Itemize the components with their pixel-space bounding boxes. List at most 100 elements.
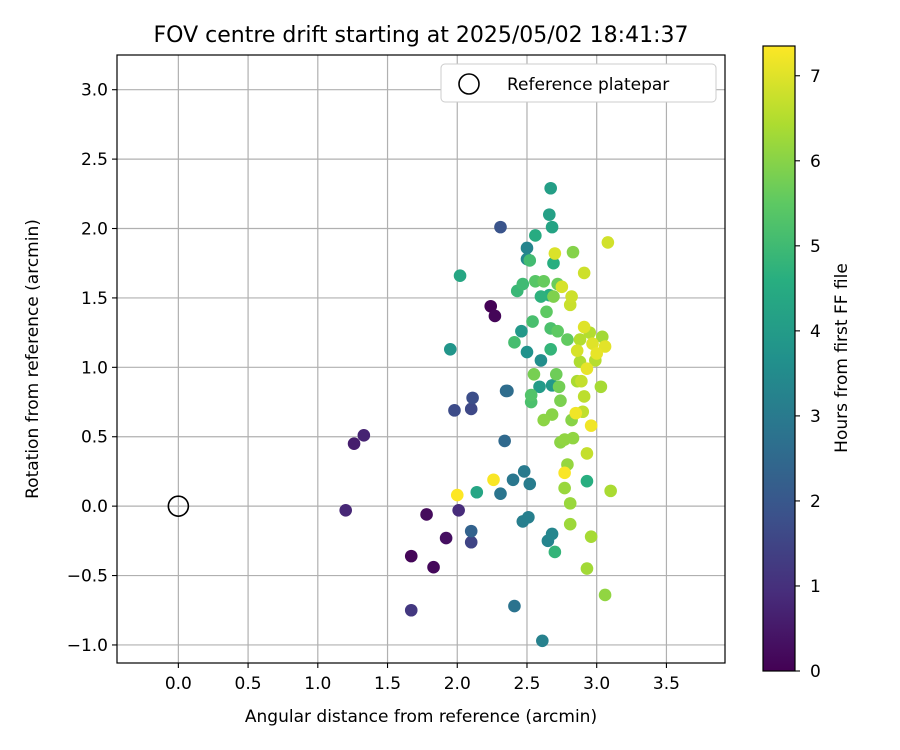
data-point [515,324,528,338]
y-tick-label: 0.0 [81,497,108,517]
colorbar-tick-label: 7 [810,67,821,87]
x-tick-label: 0.5 [235,674,262,694]
data-point [443,342,457,356]
data-point [563,497,577,510]
colorbar-tick-label: 5 [810,237,821,257]
data-point [584,419,598,432]
data-point [527,367,541,381]
y-axis-ticks: −1.0 −0.5 0.0 0.5 1.0 1.5 2.0 2.5 3.0 [67,81,117,656]
y-tick-label: −1.0 [67,636,108,656]
y-tick-label: 1.0 [81,358,108,378]
y-tick-label: −0.5 [67,567,108,587]
data-point [554,394,567,407]
data-point [542,208,556,221]
chart-title: FOV centre drift starting at 2025/05/02 … [154,23,689,48]
x-gridlines [177,55,668,663]
data-point [540,305,553,319]
data-point [450,488,464,502]
data-point [520,345,534,359]
data-point [594,380,608,394]
data-point [580,474,594,488]
data-point [464,535,478,549]
data-point [537,274,551,288]
data-point [604,484,617,498]
y-tick-label: 0.5 [81,428,108,448]
reference-point-marker [167,495,190,517]
data-point [534,354,548,367]
data-point [501,384,514,398]
data-point [508,336,521,349]
data-point [566,431,580,445]
data-point [555,280,569,294]
data-point [347,437,361,450]
data-point [551,324,564,338]
colorbar-label: Hours from first FF file [832,263,852,453]
x-tick-label: 3.5 [653,674,680,694]
data-point [534,290,548,303]
data-point [524,388,538,402]
data-point [545,527,559,541]
data-point [558,481,571,495]
colorbar-gradient [762,45,796,672]
data-point [595,330,609,344]
data-point [517,465,531,478]
data-points [339,181,617,648]
data-point [427,560,440,574]
data-point [575,374,588,388]
data-point [339,504,352,517]
data-point [523,254,537,267]
colorbar-tick-label: 0 [810,662,821,682]
data-point [536,634,549,648]
data-point [558,466,571,480]
data-point [577,390,591,403]
colorbar-tick-label: 1 [810,577,821,597]
data-point [552,380,566,394]
data-point [508,599,521,613]
data-point [439,531,453,545]
legend-open-circle-icon [458,73,480,95]
data-point [584,530,598,543]
data-point [544,181,557,195]
x-tick-label: 1.5 [374,674,401,694]
x-tick-label: 3.0 [583,674,610,694]
data-point [565,290,578,303]
data-point [577,266,591,280]
data-point [466,391,479,405]
data-point [487,473,500,487]
data-point [464,402,478,416]
data-point [580,447,594,460]
data-point [357,429,371,442]
data-point [563,517,577,531]
colorbar: 0 1 2 3 4 5 6 7 Hours from first FF file [762,45,852,682]
x-tick-label: 2.5 [513,674,540,694]
data-point [544,342,557,356]
data-point [522,510,535,524]
legend-entry-label: Reference platepar [507,75,669,95]
legend-box [440,63,717,103]
data-point [488,309,502,323]
data-point [561,333,574,346]
data-point [506,473,520,487]
colorbar-tick-label: 4 [810,322,821,342]
data-point [523,477,537,491]
data-point [470,485,484,499]
data-point [545,220,559,234]
x-tick-label: 2.0 [444,674,471,694]
x-tick-label: 0.0 [165,674,192,694]
data-point [448,404,461,417]
y-gridlines [117,89,725,646]
data-point [573,333,587,346]
data-point [547,256,560,270]
data-point [404,603,418,617]
data-point [516,277,530,291]
data-point [520,241,534,255]
x-axis-label: Angular distance from reference (arcmin) [245,707,597,727]
data-point [494,487,507,500]
data-point [529,229,542,242]
data-point [484,299,498,313]
data-point [498,434,511,448]
data-point [586,337,599,351]
data-point [548,545,562,559]
data-point [569,406,583,420]
x-tick-label: 1.0 [304,674,331,694]
